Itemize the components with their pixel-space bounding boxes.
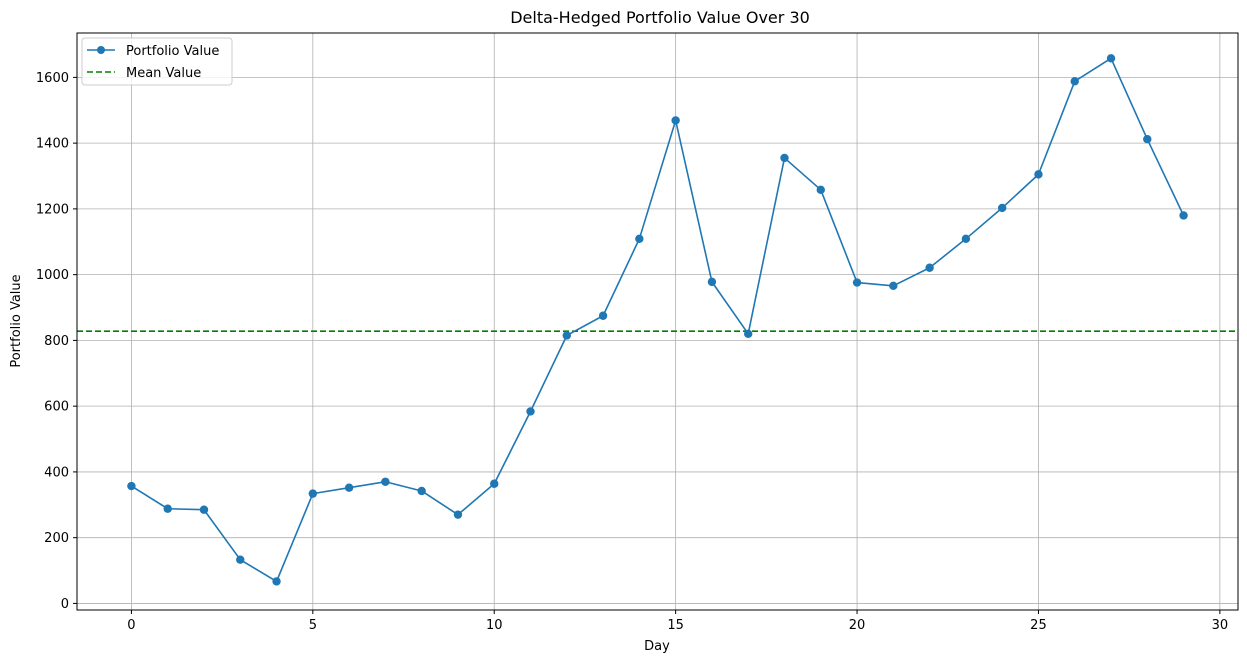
- data-point: [1143, 134, 1152, 144]
- grid-lines: [77, 33, 1238, 610]
- x-axis-label: Day: [644, 639, 670, 654]
- data-point: [562, 331, 571, 340]
- data-point: [1070, 77, 1079, 86]
- data-point: [1034, 170, 1043, 179]
- data-point: [997, 203, 1007, 213]
- x-tick-label: 30: [1212, 618, 1229, 633]
- data-point: [744, 329, 753, 339]
- x-tick-label: 25: [1030, 618, 1047, 633]
- legend-entry-portfolio-value: Portfolio Value: [126, 44, 219, 59]
- y-tick-label: 1000: [36, 268, 69, 283]
- data-point: [707, 277, 717, 287]
- y-axis-ticks: 0 200 400 600 800 1000 1200 1400 1600: [36, 71, 77, 612]
- chart-title: Delta-Hedged Portfolio Value Over 30: [510, 8, 810, 27]
- data-point: [308, 489, 318, 498]
- y-tick-label: 200: [44, 531, 69, 546]
- legend-box: [81, 37, 233, 86]
- data-point: [925, 263, 934, 272]
- y-tick-label: 400: [44, 465, 69, 480]
- data-point: [417, 486, 426, 496]
- data-point: [816, 185, 825, 195]
- x-axis-ticks: 0 5 10 15 20 25 30: [127, 610, 1228, 633]
- x-tick-label: 10: [486, 618, 503, 633]
- y-tick-label: 800: [44, 334, 69, 349]
- plot-frame: [76, 32, 1239, 611]
- data-point: [889, 281, 898, 291]
- y-tick-label: 1200: [36, 202, 69, 217]
- data-point: [163, 504, 172, 513]
- legend-swatch-portfolio-marker: [97, 46, 105, 54]
- data-point: [127, 481, 136, 491]
- data-point: [490, 479, 499, 488]
- data-point: [671, 116, 680, 125]
- data-point: [453, 510, 463, 519]
- data-point: [598, 311, 608, 320]
- y-axis-label: Portfolio Value: [9, 274, 24, 367]
- y-tick-label: 600: [44, 400, 69, 415]
- x-tick-label: 0: [127, 618, 135, 633]
- data-point: [852, 278, 862, 287]
- data-point: [272, 577, 281, 586]
- data-point: [635, 234, 644, 244]
- y-tick-label: 1600: [36, 71, 69, 86]
- data-point: [344, 483, 354, 492]
- y-tick-label: 1400: [36, 137, 69, 152]
- data-point: [961, 234, 971, 244]
- x-tick-label: 5: [309, 618, 317, 633]
- data-point: [236, 555, 245, 564]
- data-point: [1106, 54, 1116, 63]
- y-tick-label: 0: [61, 597, 69, 612]
- data-point: [780, 153, 789, 163]
- data-point: [381, 477, 390, 486]
- data-series: [127, 54, 1188, 586]
- x-tick-label: 20: [849, 618, 866, 633]
- data-point: [199, 505, 209, 514]
- legend: Portfolio Value Mean Value: [81, 37, 233, 86]
- legend-entry-mean-value: Mean Value: [126, 66, 201, 81]
- x-tick-label: 15: [667, 618, 684, 633]
- portfolio-value-line: [130, 57, 1185, 583]
- data-point: [1179, 211, 1188, 220]
- data-point: [526, 407, 535, 416]
